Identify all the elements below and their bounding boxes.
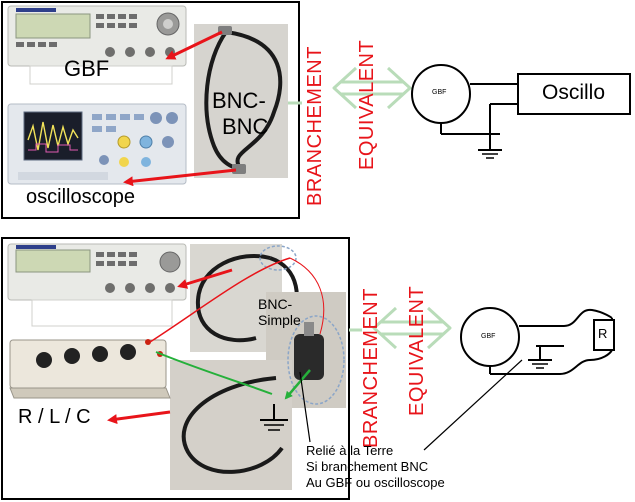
equivalent-label-bottom: EQUIVALENT xyxy=(406,285,428,416)
arrow-cable-to-gbf xyxy=(165,30,223,60)
oscillo-label: Oscillo xyxy=(542,81,606,104)
top-panel-frame xyxy=(1,1,300,219)
arrow-cable-to-oscilloscope xyxy=(123,168,237,187)
oscilloscope-device-photo xyxy=(7,103,187,185)
highlight-connector-gbf xyxy=(259,245,297,271)
equivalence-arrow-bottom xyxy=(372,306,452,350)
resistor-label: R xyxy=(598,326,608,341)
branchement-label-bottom: BRANCHEMENT xyxy=(360,288,382,448)
note-pointer-line xyxy=(299,371,311,443)
gbf-device-photo-bottom xyxy=(7,243,187,327)
schematic-gbf-label-bottom: GBF xyxy=(481,333,496,340)
schematic-gbf-label-top: GBF xyxy=(432,89,447,96)
green-ground-wire xyxy=(155,351,273,395)
red-wire-gbf-to-bnc xyxy=(289,257,325,335)
ground-symbol-photo xyxy=(260,404,288,431)
bottom-panel-frame xyxy=(1,237,350,500)
ground-note-line-2: Si branchement BNC xyxy=(306,459,429,474)
arrow-cable-to-gbf-bottom xyxy=(177,268,233,289)
red-wire-gbf-to-rlc xyxy=(149,257,291,343)
bnc-simple-label-2: Simple xyxy=(258,312,301,328)
equivalent-label-top: EQUIVALENT xyxy=(356,39,378,170)
highlight-bnc-simple xyxy=(287,315,345,405)
oscilloscope-label: oscilloscope xyxy=(26,186,135,208)
green-arrow-to-ground xyxy=(284,369,311,400)
gbf-label: GBF xyxy=(64,56,110,81)
equivalence-arrow-top xyxy=(332,66,412,110)
schematic-top xyxy=(411,64,631,159)
bnc-simple-label-1: BNC- xyxy=(258,296,293,312)
bnc-bnc-label-2: BNC xyxy=(222,114,269,139)
rlc-box-photo xyxy=(9,339,171,399)
branchement-label-top: BRANCHEMENT xyxy=(304,46,326,206)
arrow-to-rlc xyxy=(107,410,171,425)
ground-note-line-1: Relié à la Terre xyxy=(306,443,394,458)
bnc-bnc-cable-photo xyxy=(194,24,288,178)
ground-note-line-3: Au GBF ou oscilloscope xyxy=(306,475,445,490)
rlc-label: R / L / C xyxy=(18,406,91,428)
schematic-bottom xyxy=(460,307,615,375)
bnc-bnc-label-1: BNC- xyxy=(212,88,266,113)
